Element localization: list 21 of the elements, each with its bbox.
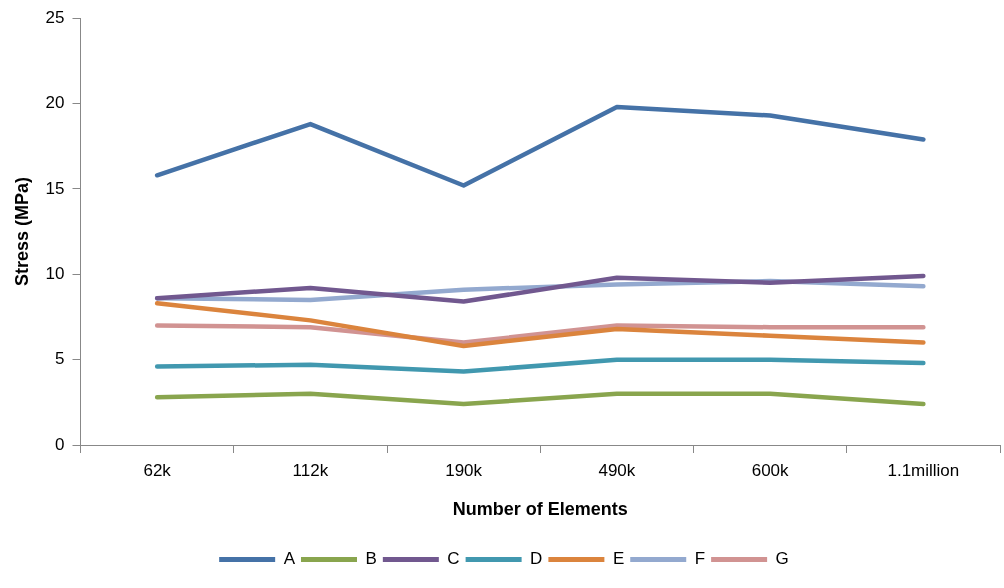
y-tick-label: 15 <box>45 178 65 198</box>
y-tick-label: 10 <box>45 263 65 283</box>
legend-label: C <box>447 549 460 569</box>
x-tick-label: 490k <box>598 460 636 480</box>
legend-label: A <box>283 549 296 569</box>
x-tick-label: 62k <box>143 460 172 480</box>
legend-label: E <box>612 549 625 569</box>
y-tick-label: 20 <box>45 93 65 113</box>
legend-label: B <box>365 549 377 569</box>
legend-label: D <box>530 549 543 569</box>
legend-label: G <box>775 549 789 569</box>
x-tick-label: 112k <box>292 460 329 480</box>
y-tick-label: 5 <box>55 349 65 369</box>
x-tick-label: 600k <box>751 460 790 480</box>
y-tick-label: 0 <box>55 434 65 454</box>
x-tick-label: 1.1million <box>887 460 960 480</box>
legend-label: F <box>694 549 706 569</box>
y-axis-title: Stress (MPa) <box>11 177 32 287</box>
y-tick-label: 25 <box>45 7 65 27</box>
x-tick-label: 190k <box>445 460 483 480</box>
x-axis-title: Number of Elements <box>452 499 628 520</box>
